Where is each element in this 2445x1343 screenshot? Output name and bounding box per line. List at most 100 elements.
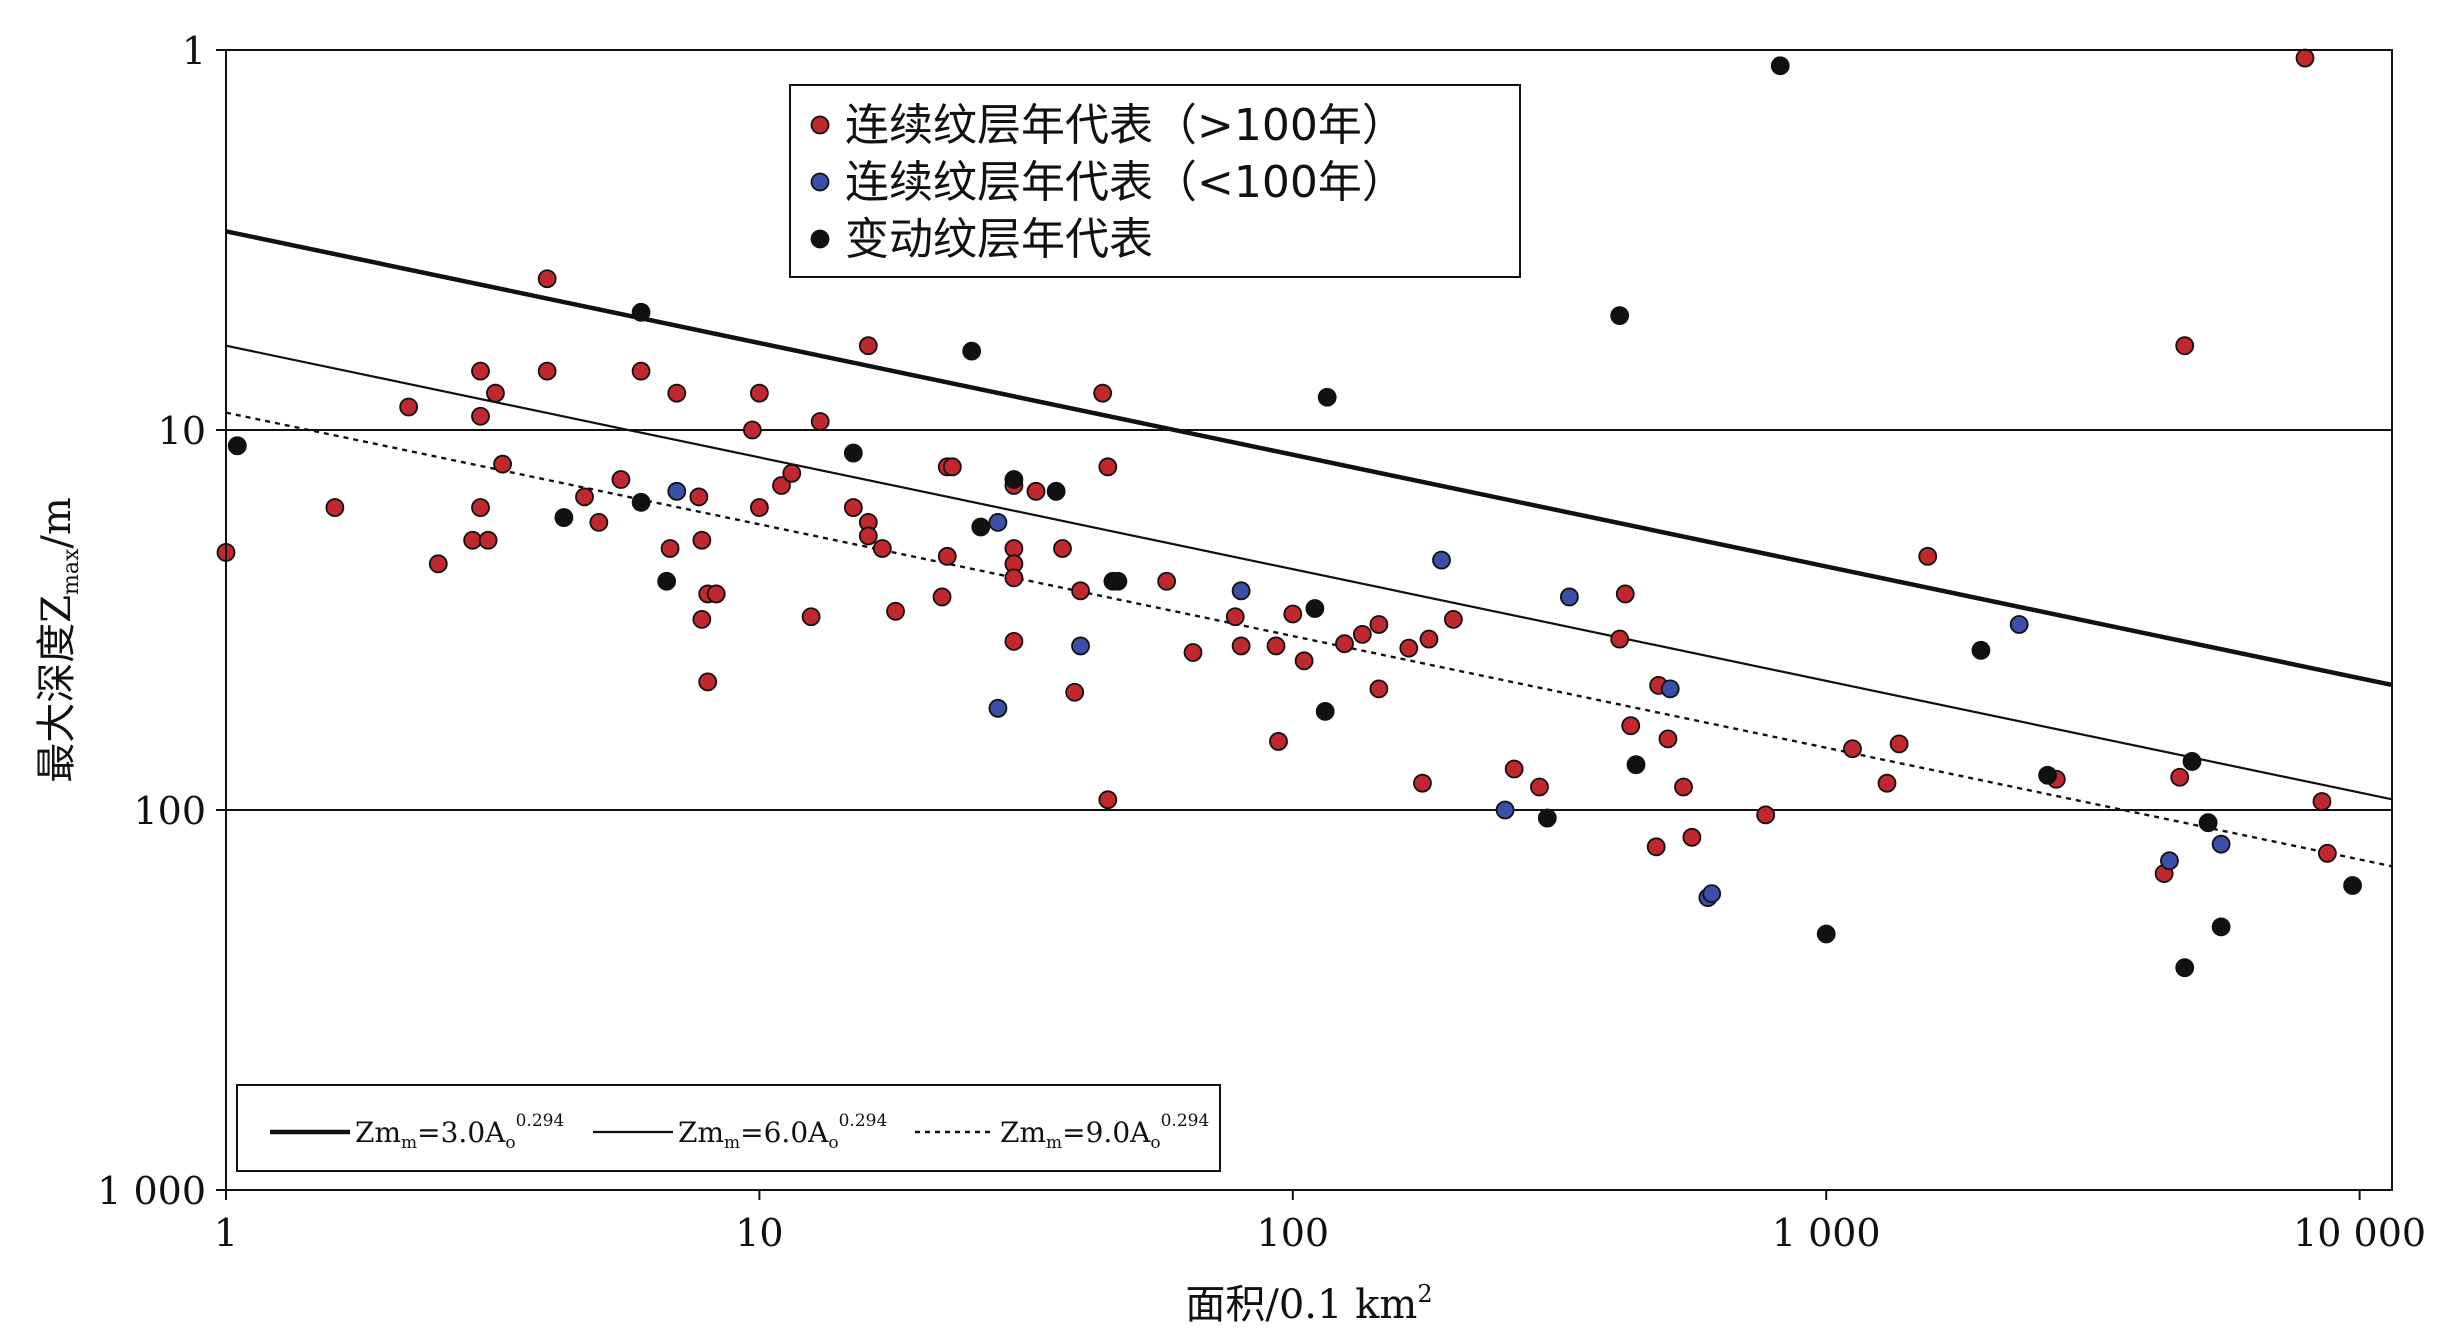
point-series-1 xyxy=(843,498,863,517)
point-series-1 xyxy=(692,530,712,550)
point-series-1 xyxy=(463,530,483,550)
point-series-1 xyxy=(2175,336,2195,356)
point-series-1 xyxy=(611,470,631,489)
point-series-1 xyxy=(782,463,802,483)
x-tick-label: 100 xyxy=(1257,1211,1330,1255)
point-series-3 xyxy=(1537,808,1557,828)
point-series-1 xyxy=(706,584,726,604)
series-legend-box xyxy=(789,84,1521,278)
x-tick-label: 1 xyxy=(214,1211,238,1255)
x-axis-title-group: 面积/0.1 km2 xyxy=(1185,1280,1432,1328)
point-series-1 xyxy=(1294,651,1314,671)
point-series-1 xyxy=(1225,607,1245,627)
lines-legend: Zmm=3.0Ao0.294 Zmm=6.0Ao0.294 Zmm=9.0Ao0.2… xyxy=(236,1084,1221,1172)
point-series-2 xyxy=(1432,550,1451,570)
point-series-1 xyxy=(2312,792,2332,811)
y-tick-label: 10 xyxy=(158,409,206,453)
legend-marker xyxy=(810,229,830,249)
point-series-3 xyxy=(631,302,651,322)
point-series-1 xyxy=(478,530,498,550)
point-series-2 xyxy=(988,698,1008,718)
point-series-2 xyxy=(667,481,687,501)
legend-label: 变动纹层年代表 xyxy=(845,214,1153,265)
point-series-3 xyxy=(1305,599,1325,618)
point-series-3 xyxy=(631,492,651,512)
legend-marker xyxy=(810,115,830,135)
x-axis-title-main: 面积/0.1 km xyxy=(1185,1282,1417,1328)
point-series-1 xyxy=(1231,636,1251,656)
y-axis-title-sub: max xyxy=(59,548,84,595)
point-series-1 xyxy=(1682,827,1702,847)
y-axis-title-unit: /m xyxy=(34,497,80,548)
point-series-1 xyxy=(1269,732,1288,751)
y-tick-label: 100 xyxy=(133,789,206,833)
point-series-1 xyxy=(1413,773,1432,793)
point-series-1 xyxy=(1621,716,1641,736)
point-series-3 xyxy=(971,517,991,537)
point-series-1 xyxy=(428,554,448,574)
point-series-1 xyxy=(1610,629,1630,649)
legend-marker xyxy=(810,172,830,192)
point-series-2 xyxy=(1071,636,1090,656)
point-series-1 xyxy=(1098,457,1118,477)
point-series-1 xyxy=(1658,729,1678,749)
point-series-1 xyxy=(537,269,557,289)
point-series-3 xyxy=(1315,701,1335,721)
fit-line-1 xyxy=(225,229,2393,688)
point-series-1 xyxy=(1443,609,1463,629)
point-series-1 xyxy=(1877,773,1897,793)
y-tick-label: 1 xyxy=(182,29,206,73)
point-series-1 xyxy=(486,383,505,403)
point-series-1 xyxy=(1053,539,1072,558)
point-series-1 xyxy=(886,601,905,621)
x-axis-ticks: 1 10 100 1 000 10 000 xyxy=(214,1190,2426,1255)
point-series-3 xyxy=(1626,755,1646,775)
fit-line-3 xyxy=(225,411,2393,868)
plot-frame xyxy=(225,49,2393,1191)
point-series-1 xyxy=(742,420,762,440)
point-series-1 xyxy=(689,487,709,507)
point-series-1 xyxy=(1530,777,1549,797)
point-series-1 xyxy=(2317,843,2337,863)
x-tick-label: 10 000 xyxy=(2293,1211,2426,1255)
point-series-1 xyxy=(2295,48,2315,68)
point-series-1 xyxy=(1004,568,1024,588)
point-series-1 xyxy=(589,512,609,532)
point-series-1 xyxy=(2170,767,2190,787)
point-series-1 xyxy=(1369,615,1389,634)
point-series-1 xyxy=(1004,631,1024,651)
point-series-3 xyxy=(2343,876,2362,895)
legend-label: 连续纹层年代表（>100年） xyxy=(845,100,1406,151)
point-series-1 xyxy=(872,539,892,558)
x-axis-title: 面积/0.1 km2 xyxy=(1185,1280,1432,1328)
point-series-1 xyxy=(1674,777,1693,797)
point-series-3 xyxy=(1816,924,1836,944)
point-series-1 xyxy=(1399,638,1419,658)
point-series-1 xyxy=(1065,682,1085,702)
point-series-1 xyxy=(575,487,594,507)
fit-line-2 xyxy=(225,344,2393,801)
point-series-1 xyxy=(1071,581,1090,601)
point-series-2 xyxy=(1559,587,1579,607)
point-series-3 xyxy=(1317,387,1337,407)
point-series-3 xyxy=(1108,571,1128,591)
point-series-3 xyxy=(962,341,982,361)
point-series-2 xyxy=(1660,679,1680,699)
data-points xyxy=(216,48,2362,978)
point-series-1 xyxy=(810,412,830,431)
point-series-1 xyxy=(1335,634,1354,654)
point-series-1 xyxy=(1615,584,1635,604)
point-series-1 xyxy=(1098,790,1118,810)
point-series-1 xyxy=(1843,739,1862,759)
point-series-3 xyxy=(843,443,863,463)
x-tick-label: 1 000 xyxy=(1772,1211,1881,1255)
point-series-1 xyxy=(537,361,557,381)
y-tick-label: 1 000 xyxy=(97,1169,206,1213)
point-series-1 xyxy=(1026,481,1046,501)
point-series-1 xyxy=(942,457,962,477)
series-legend: 连续纹层年代表（>100年） 连续纹层年代表（<100年） 变动纹层年代表 xyxy=(789,84,1521,278)
point-series-1 xyxy=(1352,624,1372,644)
point-series-3 xyxy=(2211,917,2231,937)
point-series-1 xyxy=(667,383,687,403)
